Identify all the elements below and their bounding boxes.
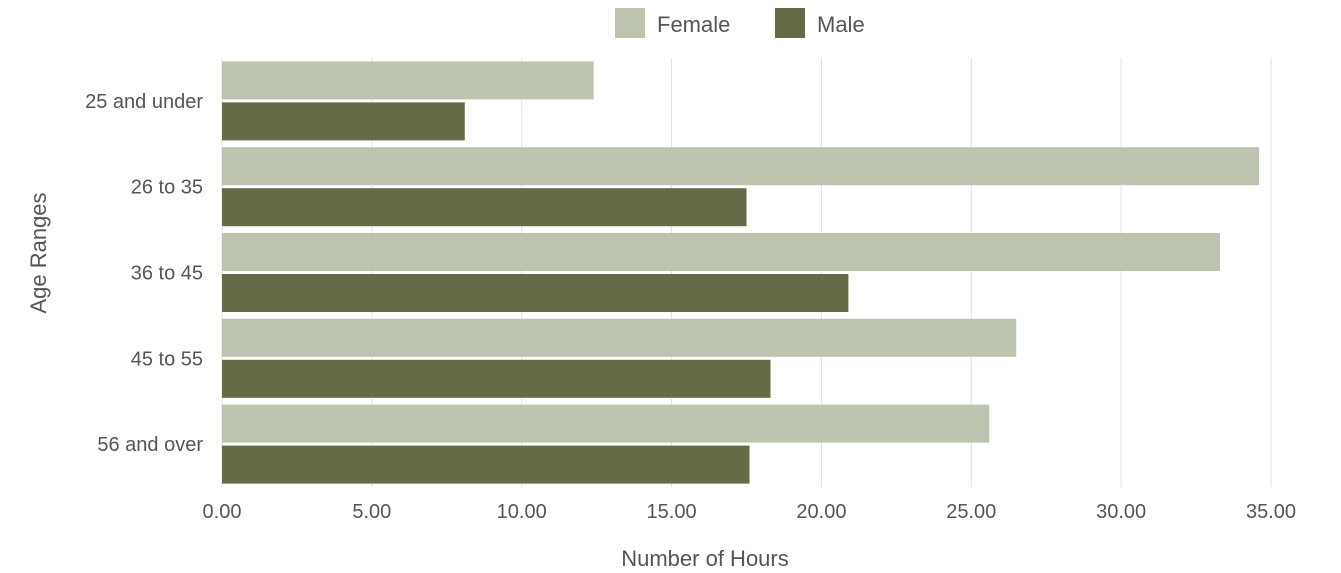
bars xyxy=(222,61,1260,484)
bar-female-56-and-over xyxy=(222,404,990,443)
y-tick-label: 26 to 35 xyxy=(131,177,203,199)
legend: Female Male xyxy=(615,8,865,38)
x-tick-label: 10.00 xyxy=(497,501,547,523)
bar-male-26-to-35 xyxy=(222,188,747,227)
legend-swatch-male xyxy=(775,8,805,38)
bar-female-36-to-45 xyxy=(222,233,1221,271)
bar-female-45-to-55 xyxy=(222,318,1017,357)
legend-label-male: Male xyxy=(817,12,865,37)
bar-male-45-to-55 xyxy=(222,359,771,398)
x-tick-label: 25.00 xyxy=(946,501,996,523)
bar-female-25-and-under xyxy=(222,61,594,100)
legend-label-female: Female xyxy=(657,12,730,37)
x-axis-tick-labels: 0.00 5.00 10.00 15.00 20.00 25.00 30.00 35.00 xyxy=(203,501,1297,523)
x-tick-label: 30.00 xyxy=(1096,501,1146,523)
y-tick-label: 45 to 55 xyxy=(131,348,203,370)
x-tick-label: 35.00 xyxy=(1246,501,1296,523)
bar-male-36-to-45 xyxy=(222,274,849,312)
x-tick-label: 5.00 xyxy=(352,501,391,523)
bar-female-26-to-35 xyxy=(222,147,1260,186)
x-tick-label: 15.00 xyxy=(647,501,697,523)
y-axis-title: Age Ranges xyxy=(26,192,51,313)
legend-swatch-female xyxy=(615,8,645,38)
y-axis-tick-labels: 25 and under 26 to 35 36 to 45 45 to 55 56 a… xyxy=(85,91,203,456)
x-tick-label: 20.00 xyxy=(796,501,846,523)
y-tick-label: 25 and under xyxy=(85,91,203,113)
x-tick-label: 0.00 xyxy=(203,501,242,523)
bar-male-56-and-over xyxy=(222,445,750,484)
bar-male-25-and-under xyxy=(222,102,465,141)
y-tick-label: 56 and over xyxy=(97,434,203,456)
y-tick-label: 36 to 45 xyxy=(131,263,203,285)
x-axis-title: Number of Hours xyxy=(621,546,789,571)
